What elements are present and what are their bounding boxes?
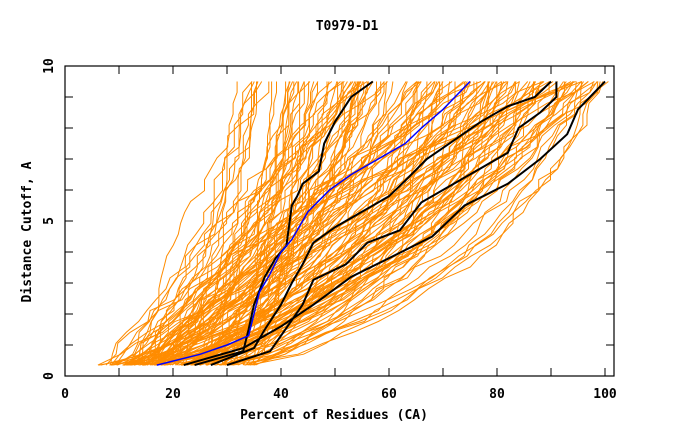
model-curve [159, 81, 418, 366]
highlight-curves [156, 80, 606, 367]
model-curve [142, 81, 531, 366]
x-tick-label: 0 [61, 387, 69, 402]
model-curve [147, 81, 345, 366]
model-curve [145, 81, 541, 366]
model-curve [160, 81, 507, 366]
chart-title: T0979-D1 [316, 19, 379, 34]
x-axis-label: Percent of Residues (CA) [240, 408, 428, 423]
model-curve [113, 81, 257, 366]
model-curve [176, 81, 252, 366]
model-curve [206, 81, 535, 366]
model-curve [129, 81, 509, 366]
model-curve [139, 81, 495, 366]
y-axis: 0 5 10 [42, 58, 614, 380]
model-curve [127, 81, 259, 366]
model-curve [194, 81, 584, 366]
model-curve [163, 81, 558, 366]
model-curve [185, 81, 298, 366]
model-curve [164, 81, 604, 366]
model-curve [146, 81, 544, 366]
model-curve [219, 81, 516, 366]
model-curve [216, 81, 509, 366]
y-axis-label: Distance Cutoff, A [20, 161, 35, 302]
y-tick-label: 0 [42, 372, 57, 380]
model-curve [237, 81, 385, 366]
model-curve [111, 81, 472, 366]
x-tick-label: 20 [165, 387, 181, 402]
model-curve [194, 81, 295, 366]
model-curve [127, 81, 436, 366]
model-curve [244, 81, 545, 366]
y-tick-label: 5 [42, 217, 57, 225]
model-curve [219, 81, 520, 366]
model-curve [247, 81, 567, 366]
model-curve [199, 81, 374, 366]
model-curve [142, 81, 352, 366]
model-curve [122, 81, 408, 366]
x-tick-label: 60 [381, 387, 397, 402]
model-curve [224, 81, 490, 366]
series-blue [156, 80, 471, 366]
model-curve [249, 81, 577, 366]
x-tick-label: 40 [273, 387, 289, 402]
y-tick-label: 10 [42, 58, 57, 74]
model-curve [161, 81, 475, 366]
model-curve [174, 81, 238, 366]
model-curve [130, 81, 467, 366]
model-curve [163, 81, 422, 366]
model-curve [127, 81, 341, 366]
x-tick-label: 80 [489, 387, 505, 402]
model-curve [187, 81, 441, 366]
model-curves [97, 81, 609, 366]
model-curve [232, 81, 599, 366]
series-black-4 [183, 80, 606, 367]
model-curve [168, 81, 255, 366]
model-curve [230, 81, 456, 366]
model-curve [193, 81, 315, 366]
model-curve [214, 81, 583, 366]
model-curve [109, 81, 394, 366]
model-curve [205, 81, 418, 366]
model-curve [164, 81, 468, 366]
model-curve [251, 81, 418, 366]
model-curve [227, 81, 565, 366]
x-axis: 0 20 40 60 80 100 [61, 66, 617, 402]
model-curve [143, 81, 594, 366]
model-curve [151, 81, 550, 366]
model-curve [166, 81, 364, 366]
model-curve [156, 81, 428, 366]
model-curve [127, 81, 520, 366]
series-black-1 [194, 80, 374, 367]
model-curve [213, 81, 259, 366]
model-curve [158, 81, 291, 366]
series-black-2 [210, 80, 552, 367]
x-tick-label: 100 [593, 387, 617, 402]
model-curve [205, 81, 517, 366]
model-curve [176, 81, 277, 366]
